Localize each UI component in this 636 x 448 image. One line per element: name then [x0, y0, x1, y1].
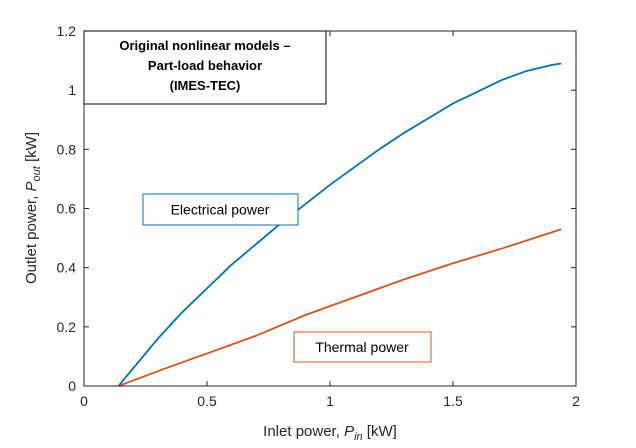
y-tick-label: 1.2 [57, 23, 77, 39]
y-axis-label: Outlet power, Pout [kW] [23, 132, 43, 284]
y-tick-label: 0.6 [57, 201, 77, 217]
ticks-layer: 0 0.5 1 1.5 2 0 0.2 0.4 0.6 0.8 1 1.2 [57, 23, 581, 409]
x-tick-label: 0.5 [197, 393, 217, 409]
x-axis-label: Inlet power, Pin [kW] [263, 423, 397, 443]
series-line-1 [118, 228, 562, 387]
electrical-power-box [142, 193, 299, 226]
y-tick-label: 0.2 [57, 319, 77, 335]
title-annotation: Original nonlinear models – Part-load be… [83, 30, 327, 105]
x-tick-label: 0 [80, 393, 88, 409]
title-line-3: (IMES-TEC) [170, 78, 241, 93]
thermal-power-label: Thermal power [315, 339, 409, 355]
thermal-power-box [293, 331, 432, 363]
series-line-0 [117, 62, 562, 387]
electrical-power-label: Electrical power [171, 202, 270, 218]
electrical-power-annotation: Electrical power [142, 193, 299, 226]
x-tick-label: 1.5 [443, 393, 463, 409]
title-annotation-box [83, 30, 327, 105]
x-tick-label: 1 [326, 393, 334, 409]
title-line-1: Original nonlinear models – [119, 38, 290, 53]
y-tick-label: 0.4 [57, 260, 77, 276]
y-tick-label: 1 [68, 82, 76, 98]
x-tick-label: 2 [572, 393, 580, 409]
series-layer [117, 62, 562, 387]
thermal-power-annotation: Thermal power [293, 331, 432, 363]
y-tick-label: 0.8 [57, 141, 77, 157]
title-line-2: Part-load behavior [148, 58, 262, 73]
y-tick-label: 0 [68, 378, 76, 394]
